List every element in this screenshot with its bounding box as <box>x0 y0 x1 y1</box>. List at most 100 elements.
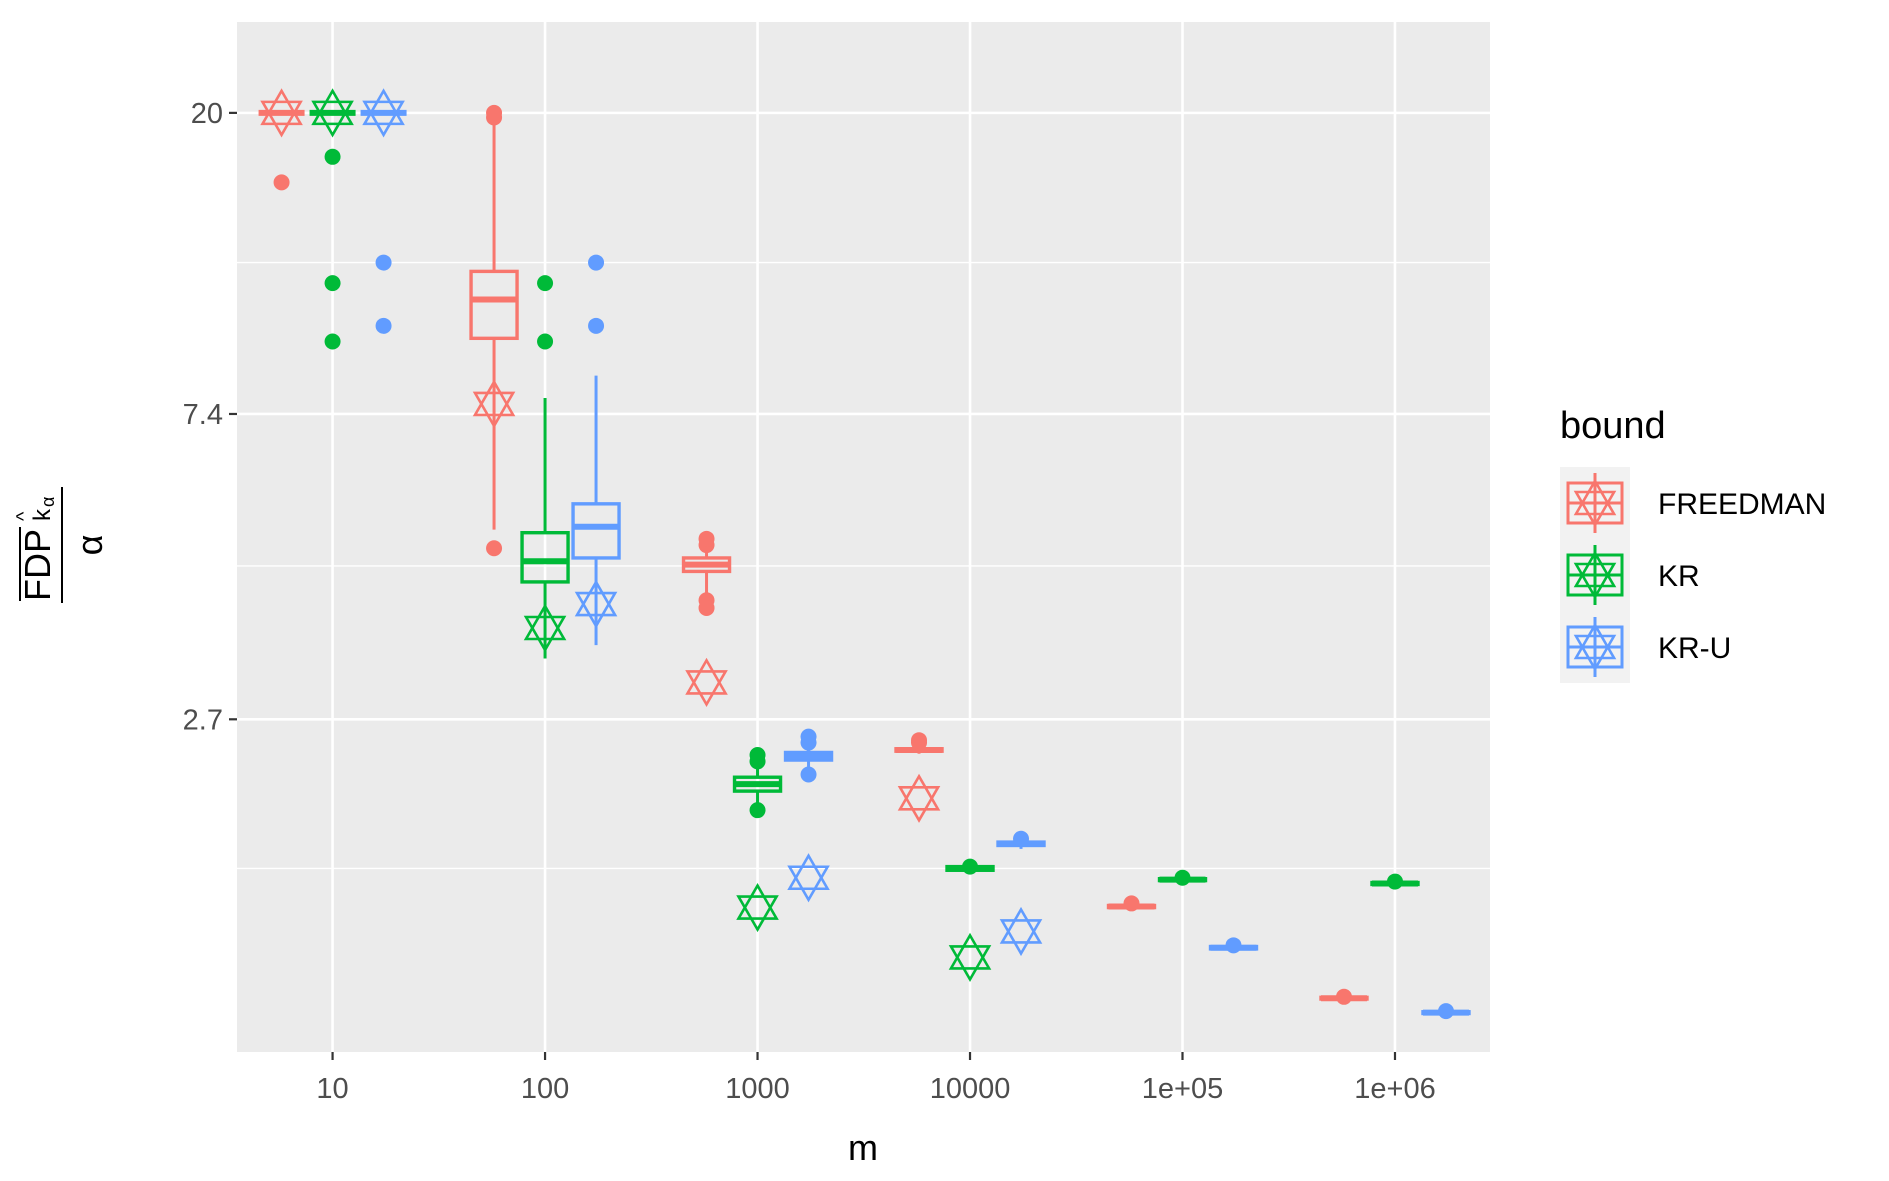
y-axis-title: FDP ^ k α α <box>13 487 110 603</box>
star-triangle-down <box>260 100 303 138</box>
star-triangle-down <box>472 391 516 429</box>
star-triangle-down <box>1573 490 1617 528</box>
star-triangle-up <box>999 906 1043 944</box>
box-iqr <box>520 530 570 584</box>
outlier-point <box>486 104 503 121</box>
star-triangle-up <box>948 932 992 970</box>
data-marks <box>258 88 1471 1020</box>
legend-key-kr-u: KR-U <box>1560 611 1731 683</box>
star-triangle-up <box>311 88 354 126</box>
y-axis-title-hat: ^ <box>13 511 35 521</box>
y-axis: 2.7 7.4 20 <box>183 98 237 736</box>
outlier-point <box>1335 988 1352 1005</box>
star-triangle-up <box>787 853 830 891</box>
x-axis-title: m <box>848 1127 878 1168</box>
outlier-point <box>749 746 766 763</box>
mean-star-marker <box>472 379 516 429</box>
star-triangle-up <box>1573 622 1617 660</box>
mean-star-marker <box>897 773 941 823</box>
star-triangle-down <box>1573 562 1617 600</box>
outlier-point <box>486 540 503 557</box>
box-kr-u-m10 <box>360 88 407 334</box>
box-kr-u-m100000 <box>1208 937 1259 954</box>
y-axis-title-fdp: FDP <box>17 529 58 601</box>
grid-minor-lines <box>237 261 1490 870</box>
outlier-point <box>588 317 605 334</box>
legend: bound FREEDMAN KR KR-U <box>1560 405 1826 683</box>
legend-key-kr: KR <box>1560 539 1700 611</box>
outlier-point <box>324 275 341 292</box>
star-triangle-down <box>574 591 618 629</box>
outlier-point <box>324 333 341 350</box>
box-kr-m10000 <box>945 858 995 983</box>
box-kr-m1000 <box>732 746 783 933</box>
y-tick-label: 7.4 <box>183 399 223 431</box>
box-kr-u-m1000 <box>783 728 834 903</box>
star-triangle-up <box>574 579 618 617</box>
outlier-point <box>1123 895 1140 912</box>
mean-star-marker <box>362 88 405 138</box>
box-freedman-m1000000 <box>1319 988 1369 1005</box>
star-triangle-down <box>685 670 728 707</box>
box-freedman-m100 <box>469 104 519 557</box>
mean-star-marker <box>260 88 303 138</box>
star-triangle-up <box>685 657 728 695</box>
star-triangle-down <box>362 100 405 138</box>
mean-star-marker <box>311 88 354 138</box>
outlier-point <box>698 599 715 616</box>
outlier-point <box>911 732 928 749</box>
box-freedman-m10 <box>258 88 305 191</box>
mean-star-marker <box>948 932 992 983</box>
outlier-point <box>537 333 554 350</box>
outlier-point <box>324 148 341 165</box>
star-triangle-up <box>897 773 941 811</box>
x-tick-label: 10000 <box>930 1073 1011 1105</box>
star-triangle-down <box>523 615 567 653</box>
star-triangle-down <box>311 100 354 138</box>
legend-key-freedman: FREEDMAN <box>1560 467 1826 539</box>
mean-star-marker <box>523 603 567 653</box>
star-triangle-up <box>362 88 405 126</box>
star-triangle-down <box>787 865 830 903</box>
box-kr-m100 <box>520 275 570 659</box>
box-kr-m1000000 <box>1370 873 1420 890</box>
star-triangle-up <box>260 88 303 126</box>
box-freedman-m1000 <box>681 530 732 707</box>
outlier-point <box>1174 869 1191 886</box>
legend-label: KR <box>1658 560 1700 593</box>
box-freedman-m10000 <box>894 732 944 823</box>
y-tick-label: 2.7 <box>183 704 223 736</box>
legend-label: KR-U <box>1658 632 1731 665</box>
legend-title: bound <box>1560 405 1666 447</box>
star-triangle-down <box>999 919 1043 957</box>
outlier-point <box>1437 1003 1454 1020</box>
mean-star-marker <box>736 882 779 933</box>
outlier-point <box>962 858 979 875</box>
outlier-point <box>375 254 392 271</box>
legend-keys: FREEDMAN KR KR-U <box>1560 467 1826 683</box>
outlier-point <box>1013 830 1030 847</box>
star-triangle-up <box>736 882 779 920</box>
box-kr-u-m100 <box>571 254 621 646</box>
x-axis: 10 100 1000 10000 1e+05 1e+06 <box>316 1052 1436 1105</box>
star-triangle-down <box>897 786 941 823</box>
box-kr-u-m1000000 <box>1421 1003 1471 1020</box>
outlier-point <box>537 275 554 292</box>
mean-star-marker <box>574 579 618 629</box>
mean-star-marker <box>787 853 830 903</box>
plot-panel <box>237 22 1490 1052</box>
y-axis-title-alpha-sub: α <box>38 497 58 507</box>
outlier-point <box>273 174 290 191</box>
star-triangle-up <box>1573 550 1617 588</box>
legend-star-marker <box>1573 622 1617 672</box>
outlier-point <box>800 728 817 745</box>
box-iqr <box>571 502 621 560</box>
y-tick-label: 20 <box>191 98 223 130</box>
legend-star-marker <box>1573 478 1617 528</box>
box-kr-u-m10000 <box>996 830 1046 957</box>
star-triangle-up <box>472 379 516 417</box>
y-axis-title-k: k <box>29 508 56 521</box>
outlier-point <box>698 530 715 547</box>
y-axis-title-alpha: α <box>69 535 110 556</box>
x-tick-label: 1e+06 <box>1354 1073 1435 1105</box>
